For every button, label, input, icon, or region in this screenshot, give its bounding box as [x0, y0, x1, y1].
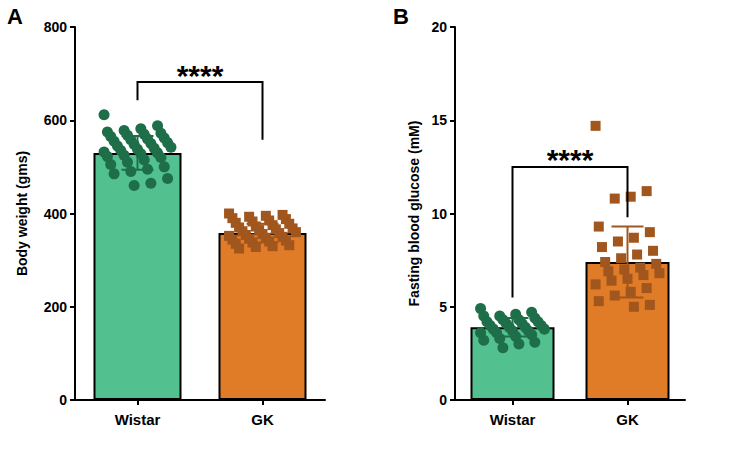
svg-text:0: 0	[59, 392, 67, 408]
svg-text:600: 600	[44, 112, 68, 128]
svg-text:400: 400	[44, 206, 68, 222]
svg-text:200: 200	[44, 299, 68, 315]
svg-text:****: ****	[177, 59, 224, 92]
svg-text:GK: GK	[616, 411, 639, 428]
svg-text:800: 800	[44, 19, 68, 35]
svg-text:5: 5	[439, 299, 447, 315]
svg-text:15: 15	[431, 112, 447, 128]
svg-text:A: A	[7, 4, 23, 29]
svg-text:20: 20	[431, 19, 447, 35]
svg-text:Wistar: Wistar	[490, 411, 536, 428]
svg-text:****: ****	[547, 143, 594, 176]
svg-text:B: B	[393, 4, 409, 29]
svg-text:Wistar: Wistar	[115, 411, 161, 428]
svg-text:Body weight (gms): Body weight (gms)	[14, 151, 30, 276]
svg-text:0: 0	[439, 392, 447, 408]
svg-text:Fasting blood glucose (mM): Fasting blood glucose (mM)	[406, 121, 422, 307]
svg-text:10: 10	[431, 206, 447, 222]
svg-text:GK: GK	[251, 411, 274, 428]
